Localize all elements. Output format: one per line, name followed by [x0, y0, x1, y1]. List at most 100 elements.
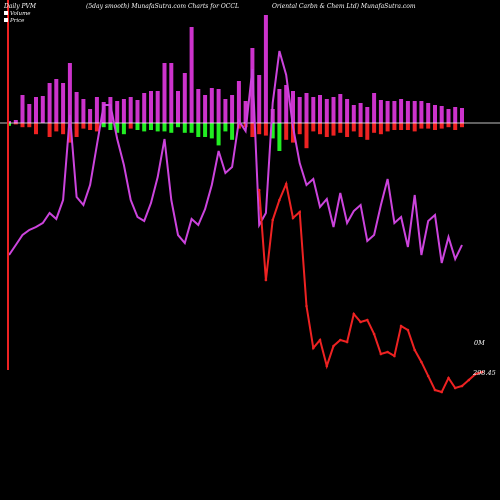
legend-price-swatch	[4, 18, 8, 22]
volume-bar	[121, 99, 126, 123]
volume-bar	[230, 95, 235, 123]
change-bar	[250, 123, 255, 137]
change-bar	[345, 123, 350, 137]
volume-bar	[324, 99, 329, 123]
legend-volume-swatch	[4, 11, 8, 15]
price-point	[298, 210, 302, 214]
volume-bar	[169, 63, 174, 123]
change-bar	[108, 123, 113, 130]
change-bar	[433, 123, 437, 130]
price-point	[271, 218, 275, 222]
volume-bar	[203, 95, 208, 123]
change-bar	[149, 123, 153, 130]
lines-group	[7, 0, 483, 394]
change-bar	[216, 123, 221, 146]
volume-bar	[61, 83, 66, 123]
change-bar	[121, 123, 126, 135]
volume-bar	[405, 101, 410, 123]
price-point	[481, 370, 484, 374]
price-line	[258, 180, 483, 394]
price-point	[312, 346, 315, 350]
volume-bar	[331, 97, 336, 123]
volume-bar	[94, 97, 99, 123]
price-point	[339, 338, 342, 342]
change-bar	[94, 123, 99, 132]
price-point	[325, 364, 329, 368]
change-bar	[34, 123, 38, 135]
price-point	[420, 360, 423, 364]
volume-bar	[277, 89, 282, 123]
legend-price-label: Price	[9, 18, 25, 24]
price-point	[278, 198, 281, 202]
change-bar	[338, 123, 343, 133]
legend-volume-label: Volume	[10, 11, 31, 17]
volume-bar	[439, 106, 444, 123]
volume-bar	[351, 105, 356, 123]
price-point	[352, 312, 356, 316]
volume-bar	[13, 120, 18, 123]
change-bar	[318, 123, 322, 135]
chart-corner-label: Daily PVM	[3, 3, 37, 10]
change-bar	[128, 123, 133, 129]
price-point	[426, 374, 430, 378]
price-point	[440, 390, 444, 394]
change-bar	[331, 123, 336, 136]
price-point	[318, 338, 322, 342]
volume-bar	[358, 103, 363, 123]
price-point	[305, 304, 308, 308]
volume-bar	[304, 93, 309, 123]
change-bar	[27, 123, 32, 128]
change-bar	[365, 123, 370, 140]
volume-bar	[426, 103, 431, 123]
volume-bar	[34, 97, 38, 123]
volume-bar	[392, 101, 397, 123]
change-bar	[189, 123, 194, 133]
change-bar	[209, 123, 214, 139]
change-bar	[54, 123, 59, 132]
change-bar	[176, 123, 180, 128]
price-point	[379, 352, 383, 356]
change-bar	[142, 123, 147, 132]
change-bar	[257, 123, 262, 135]
volume-bar	[40, 96, 45, 123]
volume-bar	[372, 93, 377, 123]
volume-bar	[182, 73, 187, 123]
volume-bar	[223, 99, 228, 123]
price-point	[332, 344, 335, 348]
volume-bar	[338, 94, 343, 123]
volume-bar	[74, 92, 79, 123]
volume-bar	[101, 102, 106, 123]
change-bar	[358, 123, 363, 137]
volume-bar	[176, 91, 180, 123]
volume-bar	[263, 15, 268, 123]
price-point	[467, 378, 471, 382]
change-bar	[162, 123, 167, 132]
change-bar	[20, 123, 25, 128]
change-bar	[270, 123, 275, 139]
volume-bar	[453, 107, 458, 123]
change-bar	[67, 123, 72, 143]
price-point	[474, 372, 477, 376]
volume-bar	[128, 97, 133, 123]
volume-bar	[433, 105, 437, 123]
price-point	[264, 278, 268, 282]
volume-bar	[378, 100, 383, 123]
volume-bar	[446, 109, 451, 123]
volume-bar	[88, 109, 93, 123]
change-bar	[61, 123, 66, 135]
volume-line	[8, 50, 463, 264]
volume-bar	[399, 99, 404, 123]
change-bar	[392, 123, 397, 130]
price-point	[386, 350, 389, 354]
change-bar	[419, 123, 424, 129]
chart-company: Oriental Carbn & Chem Ltd) MunafaSutra.c…	[272, 3, 416, 10]
volume-value-label: 0M	[474, 339, 485, 347]
volume-bar	[412, 101, 417, 123]
price-point	[433, 388, 437, 392]
volume-bar	[419, 101, 424, 123]
change-bar	[412, 123, 417, 132]
change-bar	[169, 123, 174, 133]
volume-bar	[460, 108, 464, 123]
price-point	[453, 386, 457, 390]
volume-bar	[216, 89, 221, 123]
